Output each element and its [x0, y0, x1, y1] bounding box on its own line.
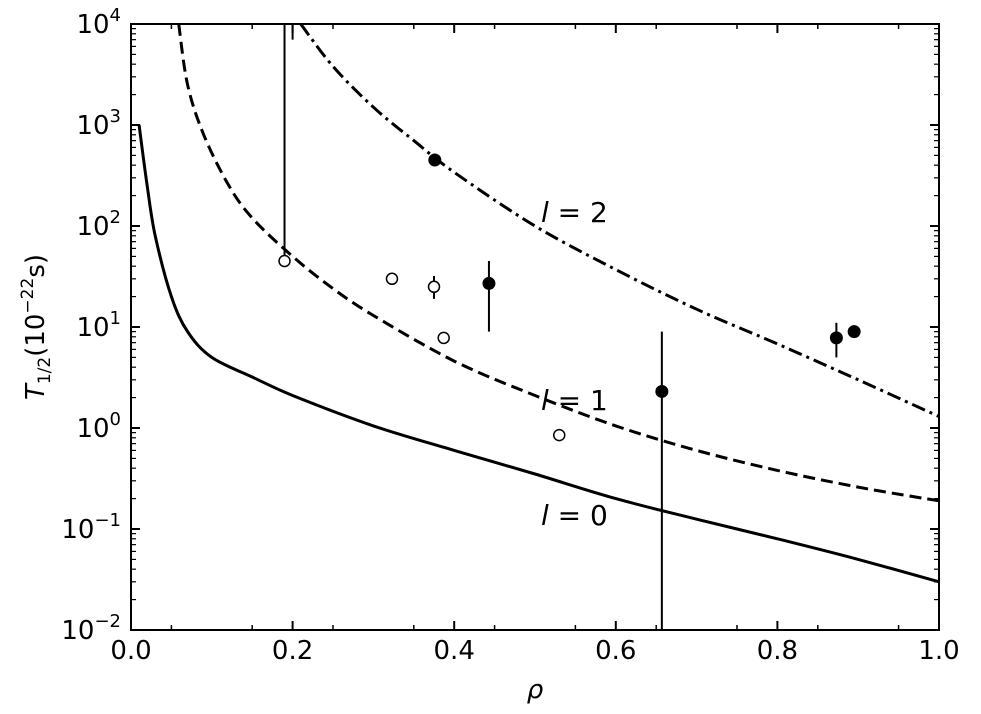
y-tick-labels: 10−2 10−1 100 101 102 103 104: [61, 5, 121, 646]
y-tick-label: 10−2: [61, 611, 121, 646]
y-tick-label: 104: [76, 5, 121, 40]
x-tick-label: 0.8: [757, 636, 798, 666]
axis-ticks: [130, 23, 940, 631]
filled-data-point: [847, 325, 861, 339]
open-data-point: [552, 428, 566, 442]
open-data-point: [437, 331, 450, 345]
x-tick-labels: 0.0 0.2 0.4 0.6 0.8 1.0: [110, 636, 959, 666]
curve-label: l = 2: [541, 196, 608, 229]
y-tick-label: 103: [76, 106, 121, 141]
data-points: [278, 153, 861, 442]
curve-labels: l = 0 l = 1 l = 2: [541, 196, 608, 532]
curve-l2: [299, 24, 939, 418]
x-tick-label: 0.0: [110, 636, 151, 666]
y-tick-label: 10−1: [61, 510, 121, 545]
x-tick-label: 0.2: [272, 636, 313, 666]
y-label-sub: 1/2: [35, 357, 55, 384]
curve-label: l = 1: [541, 384, 608, 417]
error-bars: [283, 24, 838, 630]
open-data-point: [427, 280, 441, 294]
y-label-unit-exp: −22: [18, 278, 38, 314]
model-curves: [137, 24, 939, 584]
filled-data-point: [655, 384, 669, 398]
y-label-base: T: [21, 382, 51, 400]
x-tick-label: 0.4: [434, 636, 475, 666]
y-label-unit-suffix: s): [21, 254, 51, 278]
curve-l1: [177, 24, 939, 503]
x-axis-label: ρ: [527, 675, 544, 705]
x-tick-label: 0.6: [595, 636, 636, 666]
filled-data-point: [428, 153, 442, 167]
curve-l0: [137, 124, 939, 584]
open-data-point: [278, 254, 291, 268]
filled-data-point: [829, 331, 843, 345]
plot-frame: [130, 23, 940, 631]
y-tick-label: 100: [76, 409, 121, 444]
y-axis-label: T1/2(10−22s): [18, 254, 55, 400]
curve-label: l = 0: [541, 499, 608, 532]
y-tick-label: 102: [76, 207, 121, 242]
open-data-point: [385, 272, 399, 286]
filled-data-point: [482, 276, 496, 290]
y-tick-label: 101: [76, 308, 121, 343]
y-label-unit-prefix: (10: [21, 314, 51, 357]
x-tick-label: 1.0: [918, 636, 959, 666]
